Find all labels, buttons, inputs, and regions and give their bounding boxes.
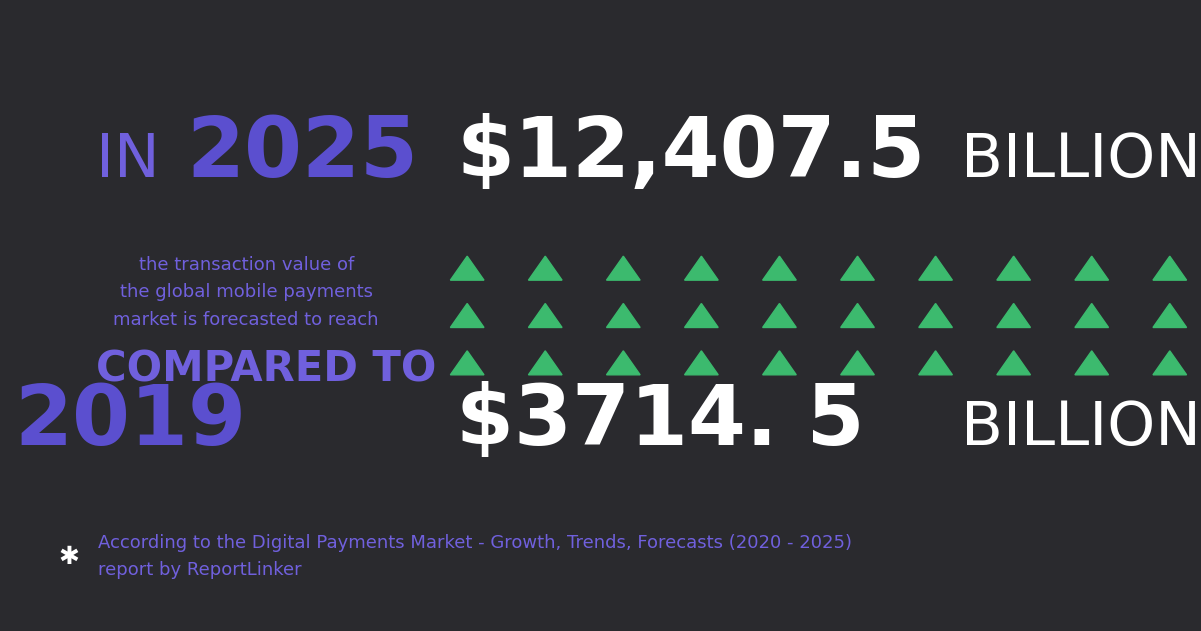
- Text: COMPARED TO: COMPARED TO: [96, 349, 436, 391]
- Text: 2019: 2019: [14, 381, 246, 462]
- Text: BILLION: BILLION: [961, 399, 1201, 458]
- Text: 2025: 2025: [186, 113, 418, 194]
- Text: $12,407.5: $12,407.5: [456, 113, 926, 194]
- Text: $3714. 5: $3714. 5: [456, 381, 865, 462]
- Text: ✱: ✱: [58, 545, 79, 569]
- Text: IN: IN: [96, 131, 179, 190]
- Text: According to the Digital Payments Market - Growth, Trends, Forecasts (2020 - 202: According to the Digital Payments Market…: [98, 534, 853, 579]
- Text: BILLION: BILLION: [961, 131, 1201, 190]
- Text: the transaction value of
the global mobile payments
market is forecasted to reac: the transaction value of the global mobi…: [113, 256, 380, 329]
